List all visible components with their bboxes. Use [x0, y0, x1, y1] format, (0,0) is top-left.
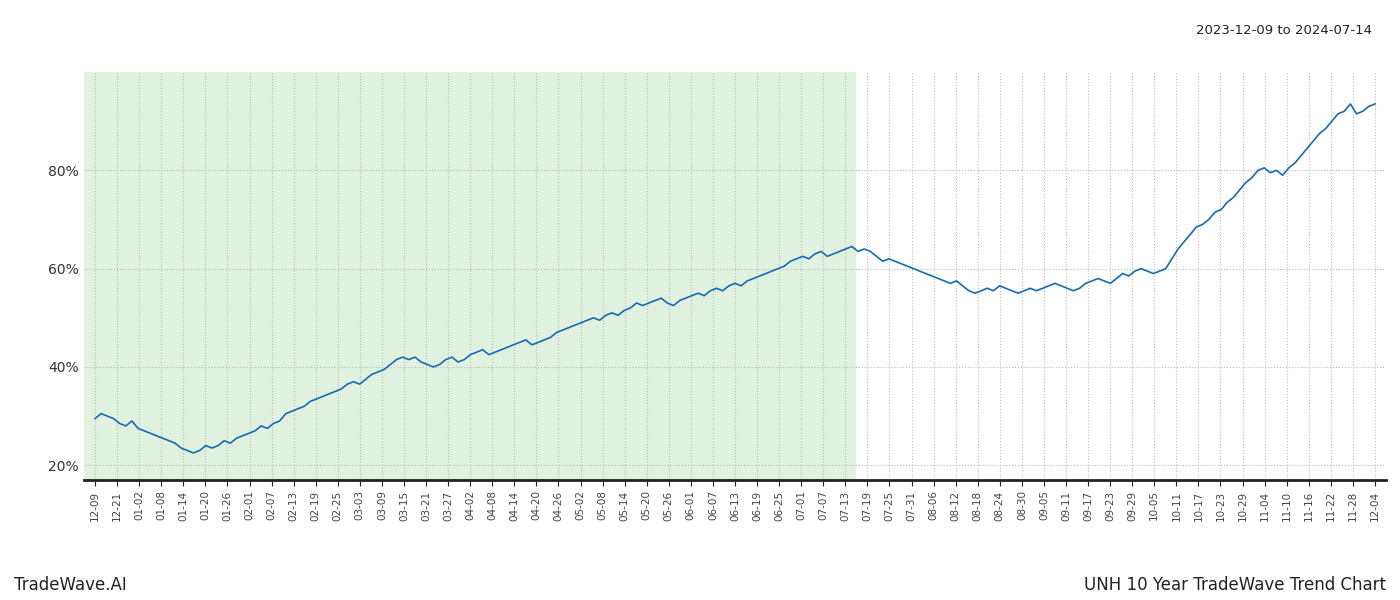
Text: UNH 10 Year TradeWave Trend Chart: UNH 10 Year TradeWave Trend Chart — [1084, 576, 1386, 594]
Bar — [84, 72, 857, 480]
Text: TradeWave.AI: TradeWave.AI — [14, 576, 127, 594]
Text: 2023-12-09 to 2024-07-14: 2023-12-09 to 2024-07-14 — [1196, 24, 1372, 37]
